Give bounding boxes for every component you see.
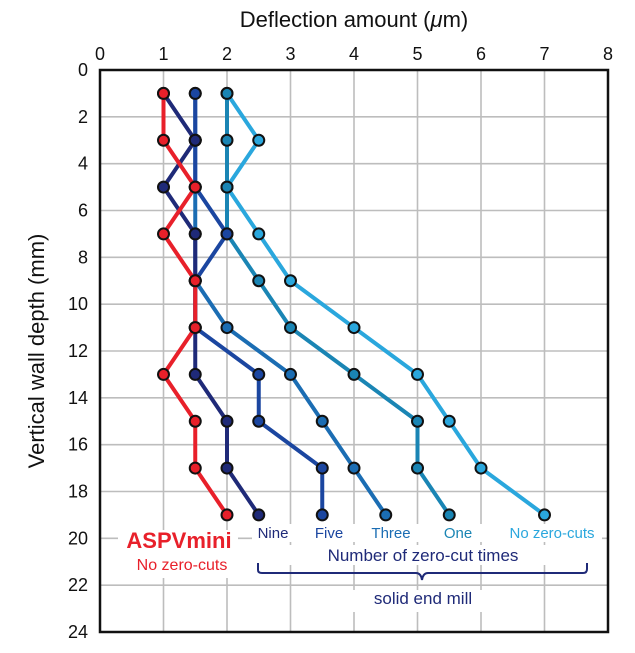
data-point [220,86,234,100]
y-tick-label: 16 [68,435,88,455]
y-tick-label: 8 [78,247,88,267]
data-point [252,414,266,428]
brace-label: Number of zero-cut times [328,546,519,565]
x-tick-label: 3 [285,44,295,64]
y-tick-label: 14 [68,388,88,408]
brace-sublabel: solid end mill [374,589,472,608]
data-point [315,414,329,428]
y-axis-title: Vertical wall depth (mm) [24,234,49,469]
series-label: One [444,525,472,542]
x-tick-label: 1 [158,44,168,64]
data-point [252,227,266,241]
series-label: No zero-cuts [509,525,594,542]
aspv-title: ASPVmini [126,528,231,553]
series-label: Three [371,525,410,542]
data-point [220,227,234,241]
y-tick-label: 4 [78,154,88,174]
data-point [252,367,266,381]
data-point [315,508,329,522]
series-labels: No zero-cuts One Three Five Nine [258,525,595,542]
data-point [284,367,297,381]
series-line [225,93,451,517]
y-tick-label: 24 [68,622,88,642]
series-label: Five [315,525,343,542]
label-background [118,530,238,578]
data-point [284,274,297,288]
data-point [188,321,202,335]
data-point [157,86,170,100]
label-background [252,524,602,542]
series-one [220,86,456,522]
label-background [258,545,588,565]
series-line [161,93,229,517]
y-tick-label: 12 [68,341,88,361]
series-aspvmini [157,86,234,522]
x-tick-label: 7 [539,44,549,64]
y-tick-label: 18 [68,482,88,502]
data-point [188,414,202,428]
y-tick-label: 2 [78,107,88,127]
data-point [252,508,266,522]
y-tick-label: 20 [68,528,88,548]
x-tick-label: 2 [222,44,232,64]
series-layer [157,86,551,522]
series-line [225,92,546,517]
data-point [157,367,170,381]
y-tick-label: 22 [68,575,88,595]
data-point [347,321,361,335]
plot-frame [98,68,610,634]
data-point [157,133,170,147]
data-point [379,508,393,522]
x-tick-label: 4 [349,44,359,64]
annotations: ASPVmini No zero-cuts No zero-cuts One Thr… [118,524,602,612]
x-tick-labels: 0 1 2 3 4 5 6 7 8 [95,44,613,64]
grid [100,70,608,632]
data-point [220,461,234,475]
brace [257,563,588,581]
x-tick-label: 5 [412,44,422,64]
label-background [340,590,510,612]
data-point [220,414,234,428]
data-point [347,367,361,381]
data-point [411,414,424,428]
y-tick-label: 6 [78,201,88,221]
data-point [157,227,170,241]
data-point [188,133,202,147]
data-point [315,461,329,475]
data-point [220,508,234,522]
data-point [220,321,234,335]
y-tick-label: 10 [68,294,88,314]
data-point [411,461,424,475]
x-tick-label: 6 [476,44,486,64]
data-point [411,367,424,381]
data-point [474,461,488,475]
data-point [252,133,266,147]
data-point [284,321,297,335]
data-point [188,274,202,288]
data-point [188,86,202,100]
x-axis-title: Deflection amount (μm) [240,7,468,32]
data-point [220,133,234,147]
y-tick-label: 0 [78,60,88,80]
data-point [442,414,456,428]
data-point [188,180,202,194]
series-label: Nine [258,525,289,542]
x-tick-label: 0 [95,44,105,64]
data-point [252,274,266,288]
x-tick-label: 8 [603,44,613,64]
data-point [220,180,234,194]
data-point [538,508,551,522]
data-point [188,227,202,241]
aspv-subtitle: No zero-cuts [137,557,228,574]
data-point [442,508,456,522]
data-point [347,461,361,475]
data-point [188,461,202,475]
data-point [188,367,202,381]
data-point [157,180,170,194]
